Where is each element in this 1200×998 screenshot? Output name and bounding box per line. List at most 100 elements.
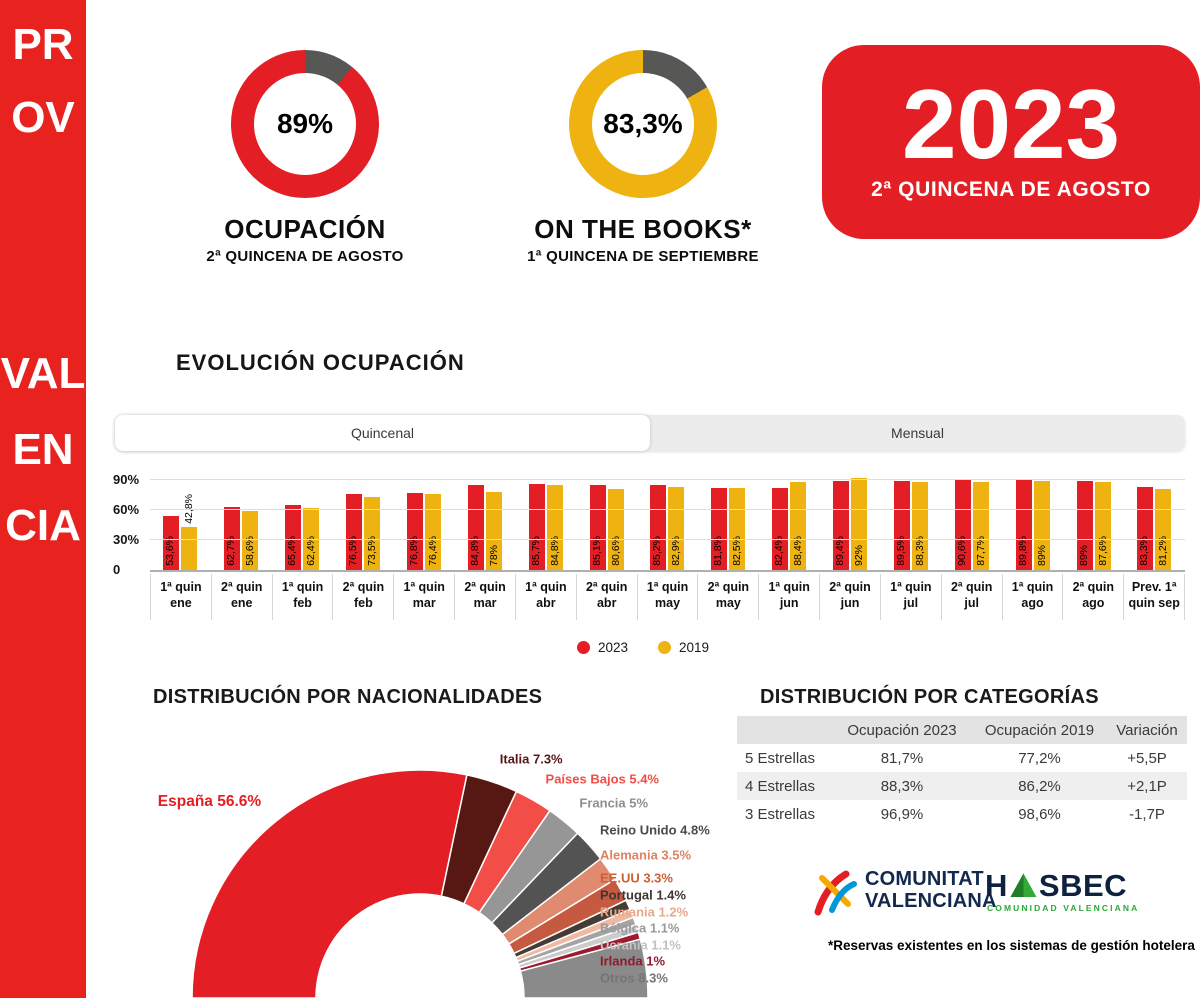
bar-value-label: 76,4% [426,536,439,566]
bar-value-label: 80,6% [609,536,622,566]
bar-2023 [163,516,180,570]
on-the-books-value: 83,3% [603,108,683,139]
bar-value-label: 85,2% [651,536,664,566]
bar-2019 [303,507,320,570]
bar-2019 [242,511,259,570]
bar-value-label: 76,8% [407,536,420,566]
category-label: Prev. 1ª quin sep [1123,574,1186,620]
year-subtitle: 2ª QUINCENA DE AGOSTO [871,178,1151,201]
legend-item-2023: 2023 [576,640,628,655]
nationalities-title: DISTRIBUCIÓN POR NACIONALIDADES [153,686,543,708]
table-cell: 88,3% [880,777,924,795]
category-label: 2ª quin jul [940,574,1002,620]
bar-group: 89,4% 92% [820,472,881,570]
chart-legend: 2023 2019 [86,640,1200,655]
bar-2019 [546,485,563,570]
category-label: 2ª quin feb [332,574,393,620]
bar-2019 [851,478,868,570]
category-label: 1ª quin jun [758,574,819,620]
category-label: 2ª quin jun [819,574,880,620]
y-axis-tick: 0 [113,562,121,577]
bar-value-label: 62,7% [225,536,238,566]
table-row: 5 Estrellas 81,7% 77,2% +5,5P [737,744,1187,772]
bar-2019 [181,527,198,570]
nat-label-Francia: Francia 5% [579,795,649,811]
category-label: 1ª quin feb [271,574,333,620]
hosbec-logo: H SBEC COMUNIDAD VALENCIANA [985,870,1139,913]
category-label: 2ª quin may [697,574,758,620]
category-label: 1ª quin may [636,574,698,620]
sidebar-text-prov: PROV [11,20,75,142]
nat-label-Alemania: Alemania 3.5% [600,847,692,863]
bar-value-label: 88,4% [792,536,805,566]
bar-2023 [406,493,423,570]
bar-value-label: 85,7% [529,536,542,566]
bar-2023 [772,487,789,570]
category-label: 1ª quin ago [1001,574,1063,620]
bar-2019 [485,492,502,570]
hosbec-subtitle: COMUNIDAD VALENCIANA [987,903,1140,913]
nat-label-Portugal: Portugal 1.4% [600,887,686,903]
bar-value-label: 87,6% [1096,536,1109,566]
bar-group: 76,8% 76,4% [394,472,455,570]
table-cell: 77,2% [1018,749,1061,767]
table-row-header: 4 Estrellas [745,777,816,795]
table-header-cell: Variación [1116,721,1178,739]
bar-2019 [1033,481,1050,570]
bar-group: 62,7% 58,6% [211,472,272,570]
bar-2019 [972,482,989,570]
bar-value-label: 65,4% [286,536,299,566]
bar-2023 [285,504,302,570]
hosbec-triangle-icon [1010,873,1037,897]
table-header-row: Ocupación 2023 Ocupación 2019 Variación [737,716,1187,744]
bar-group: 89% 87,6% [1063,472,1124,570]
year-value: 2023 [901,69,1120,179]
category-label: 2ª quin ene [210,574,272,620]
bar-value-label: 81,8% [712,536,725,566]
table-cell: 98,6% [1018,805,1061,823]
bar-group: 85,1% 80,6% [576,472,637,570]
bar-groups: 53,6%42,8% 62,7% 58,6% 65,4% 62,4% 76,5% 73,5%… [150,472,1185,570]
ocupacion-donut-chart: 89% [231,50,379,198]
on-the-books-subtitle: 1ª QUINCENA DE SEPTIEMBRE [527,248,759,265]
bar-2023 [224,507,241,570]
kpi-on-the-books: 83,3% ON THE BOOKS* 1ª QUINCENA DE SEPTI… [513,50,773,265]
categories-title: DISTRIBUCIÓN POR CATEGORÍAS [760,686,1099,708]
bar-value-label: 90,6% [955,536,968,566]
table-header-cell: Ocupación 2019 [984,721,1095,739]
table-header-cell: Ocupación 2023 [847,721,957,739]
bar-value-label: 84,8% [468,536,481,566]
on-the-books-donut-chart: 83,3% [569,50,717,198]
bar-value-label: 89% [1077,544,1090,566]
year-card: 2023 2ª QUINCENA DE AGOSTO [822,45,1200,239]
bar-value-label: 89% [1035,544,1048,566]
nat-label-EE.UU: EE.UU 3.3% [600,870,673,886]
bar-value-label: 82,4% [773,536,786,566]
bar-group: 89,8% 89% [1002,472,1063,570]
bar-2023 [954,479,971,570]
tab-mensual[interactable]: Mensual [891,425,944,441]
ocupacion-subtitle: 2ª QUINCENA DE AGOSTO [206,248,404,265]
bar-2023 [650,484,667,570]
nat-label-Reino Unido: Reino Unido 4.8% [600,822,710,838]
bar-2019 [1094,482,1111,570]
bar-group: 84,8% 78% [454,472,515,570]
gridline-30% [150,539,1185,540]
bar-group: 90,6% 87,7% [941,472,1002,570]
comunitat-logo-line1: COMUNITAT [865,868,984,891]
table-row-header: 3 Estrellas [745,805,816,823]
bar-value-label: 73,5% [366,536,379,566]
category-label: 1ª quin jul [879,574,941,620]
bar-value-label: 62,4% [305,536,318,566]
bar-2019 [729,487,746,570]
bar-2023 [528,484,545,570]
bar-group: 76,5% 73,5% [333,472,394,570]
nat-label-Países Bajos: Países Bajos 5.4% [545,771,659,787]
bar-value-label: 81,2% [1157,536,1170,566]
tab-quincenal[interactable]: Quincenal [115,415,650,451]
table-cell: 81,7% [880,749,924,767]
nat-segment-Otros [519,938,649,998]
hosbec-name-right: SBEC [1038,868,1128,903]
table-row: 3 Estrellas 96,9% 98,6% -1,7P [737,800,1187,828]
nat-segment-España [191,769,468,998]
